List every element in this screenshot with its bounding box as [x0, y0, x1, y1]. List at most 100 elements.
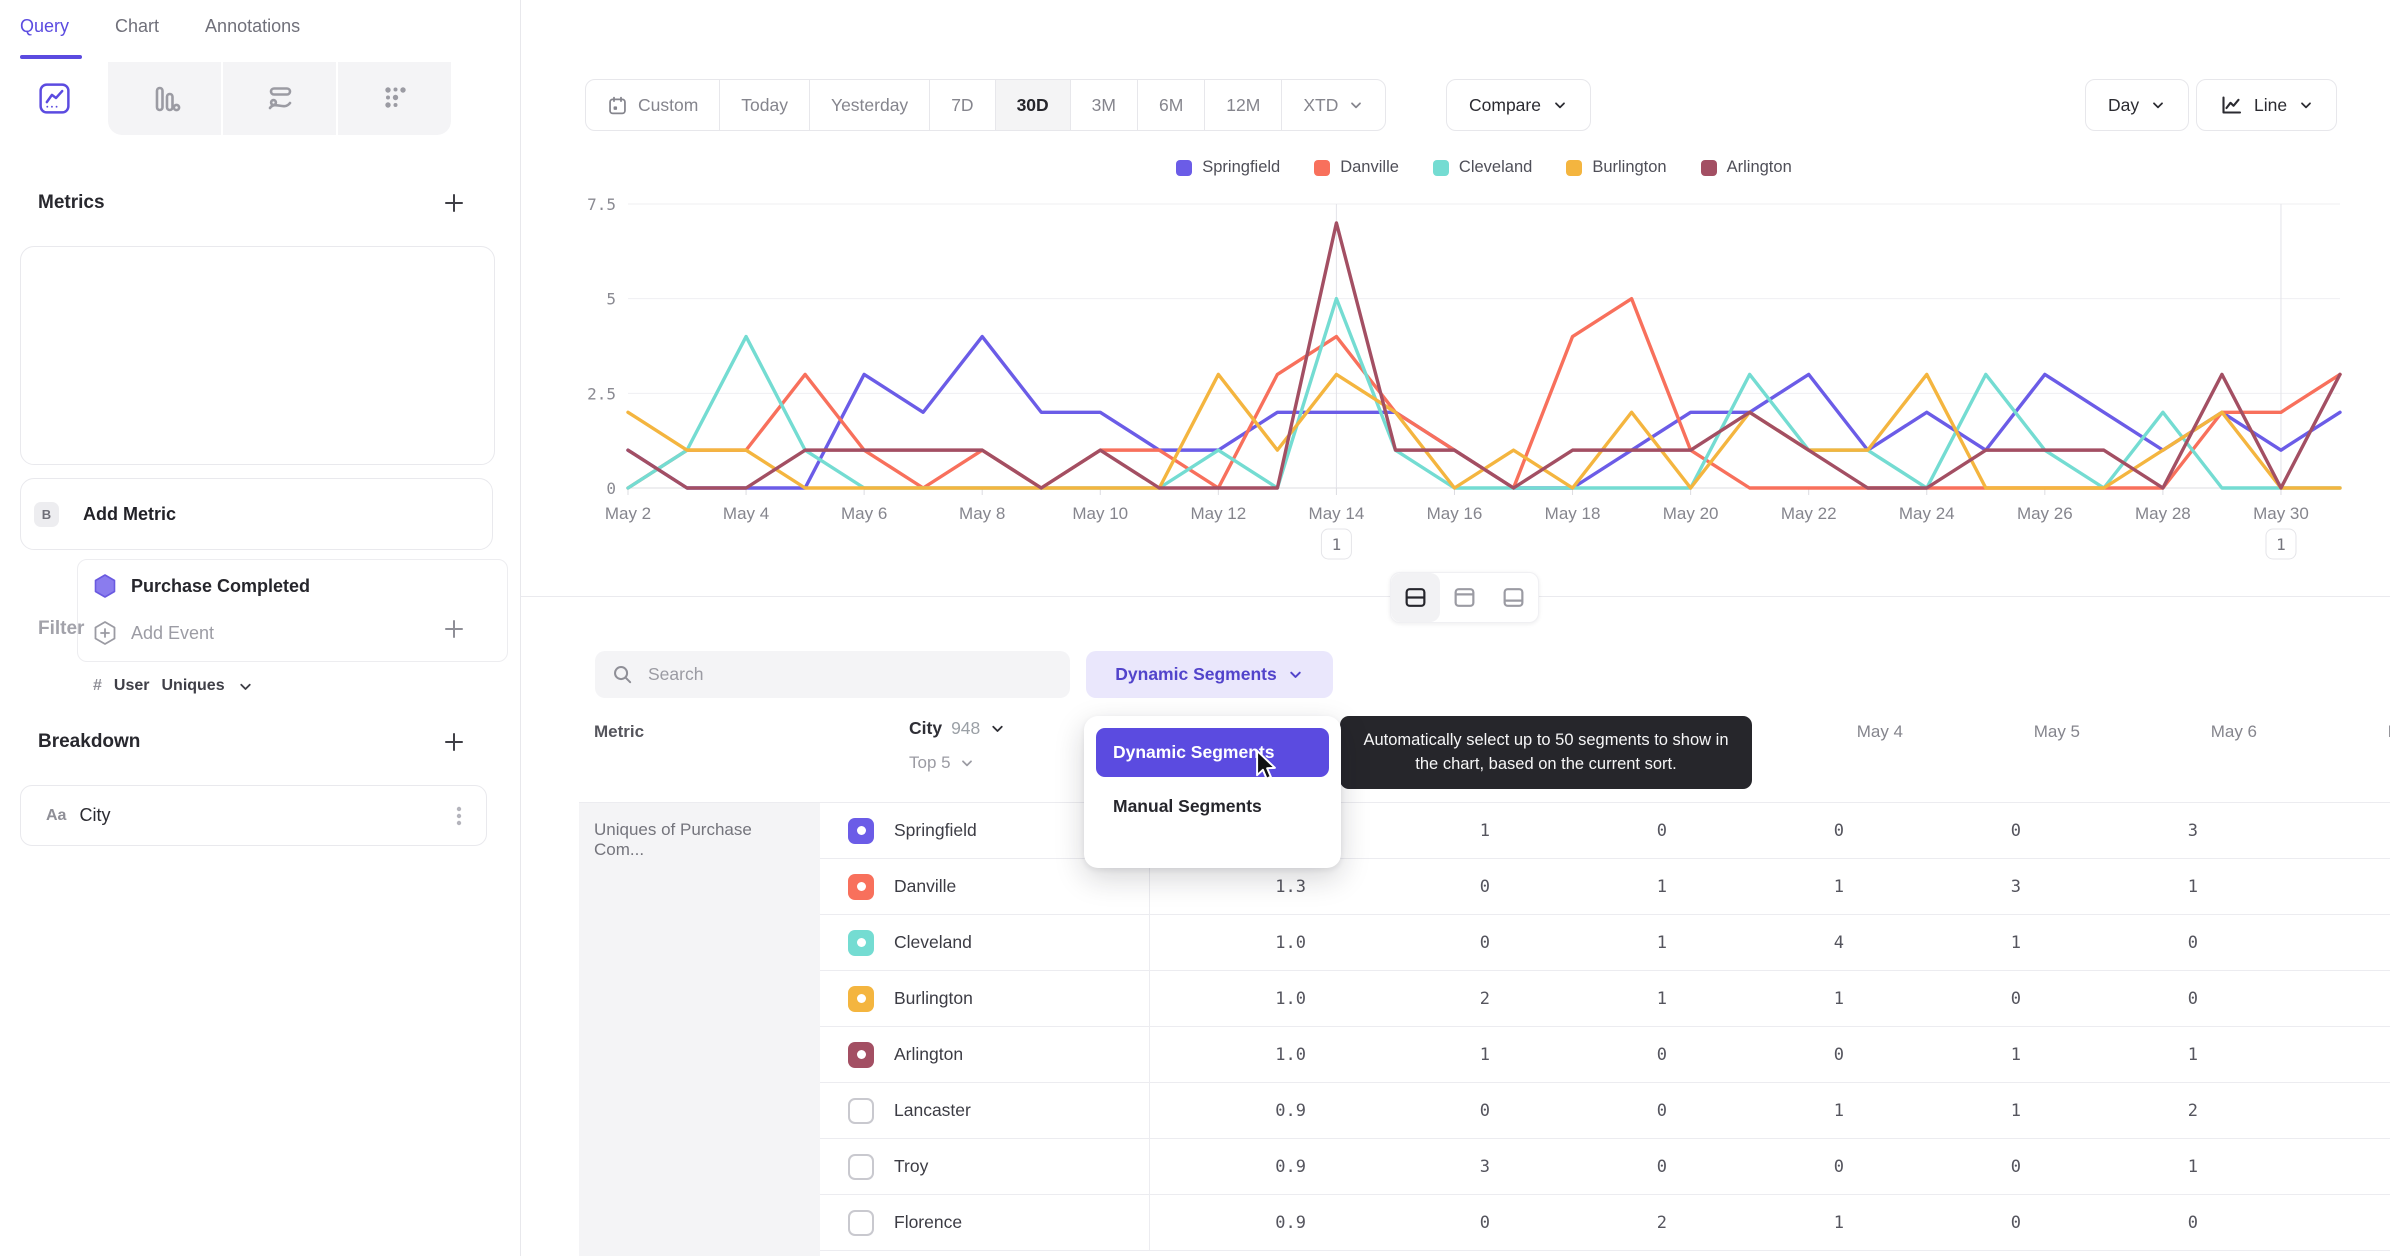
compare-label: Compare	[1469, 94, 1541, 115]
range-7d[interactable]: 7D	[929, 80, 994, 130]
tab-query[interactable]: Query	[20, 16, 70, 36]
search-input[interactable]	[646, 663, 1054, 686]
table-rows: Springfield1.510003Danville1.301131Cleve…	[820, 803, 2390, 1256]
range-3m[interactable]: 3M	[1069, 80, 1137, 130]
day-value: 1	[1833, 876, 1844, 897]
legend-item-springfield[interactable]: Springfield	[1176, 158, 1280, 177]
compare-button[interactable]: Compare	[1446, 79, 1591, 131]
chart-style-button[interactable]: Line	[2196, 79, 2338, 131]
range-12m[interactable]: 12M	[1204, 80, 1281, 130]
event-name: Purchase Completed	[131, 575, 311, 596]
segment-checkbox-unchecked[interactable]	[848, 1153, 874, 1180]
search-icon	[611, 663, 634, 686]
city-cell: Florence	[820, 1195, 1150, 1250]
chart-canvas[interactable]: 0 2.5 5 7.5 May 2 May 4 May 6 May 8 May 10 May 12…	[560, 195, 2390, 560]
range-label: 12M	[1226, 94, 1261, 115]
table-row-burlington: Burlington 1.0 2 1 1 0 0	[820, 971, 2390, 1027]
chart-type-bar-tab[interactable]	[108, 62, 221, 135]
range-30d[interactable]: 30D	[994, 80, 1070, 130]
layout-chart-top-button[interactable]	[1440, 573, 1489, 622]
measured-as-selector[interactable]: # User Uniques	[93, 677, 254, 695]
string-type-icon: Aa	[46, 806, 67, 824]
tab-annotations[interactable]: Annotations	[205, 16, 301, 36]
segment-checkbox-checked[interactable]	[848, 929, 874, 956]
segments-mode-button[interactable]: Dynamic Segments	[1086, 651, 1333, 698]
chart-type-scatter-tab[interactable]	[336, 62, 451, 135]
segment-checkbox-unchecked[interactable]	[848, 1097, 874, 1124]
series-line-arlington[interactable]	[626, 221, 2342, 490]
flow-chart-icon	[262, 81, 298, 117]
legend-item-danville[interactable]: Danville	[1314, 158, 1399, 177]
x-axis-label-may-4: May 4	[723, 504, 769, 523]
legend-label: Cleveland	[1458, 158, 1533, 176]
y-axis-tick-2.5: 2.5	[587, 384, 616, 403]
group-by-label[interactable]: City	[909, 718, 943, 738]
top-n-selector[interactable]: Top 5	[909, 753, 951, 772]
y-axis-tick-0: 0	[606, 479, 616, 498]
annotation-badge[interactable]	[1320, 528, 1352, 560]
add-event-row[interactable]: Add Event	[92, 613, 214, 653]
dropdown-item-dynamic-segments[interactable]: Dynamic Segments	[1096, 728, 1329, 777]
segment-checkbox-checked[interactable]	[848, 873, 874, 900]
segment-checkbox-checked[interactable]	[848, 817, 874, 844]
annotation-badge[interactable]	[2265, 528, 2297, 560]
breakdown-item-city[interactable]: Aa City	[20, 785, 487, 846]
chart-style-label: Line	[2254, 94, 2288, 115]
add-breakdown-plus-button[interactable]	[441, 729, 467, 755]
range-today[interactable]: Today	[719, 80, 809, 130]
measure-user-label: User	[113, 677, 150, 694]
metric-card-b-add-metric[interactable]: B Add Metric	[20, 478, 493, 550]
day-value: 1	[2187, 1044, 2198, 1065]
checkbox-dot	[856, 994, 866, 1003]
range-label: 3M	[1091, 94, 1116, 115]
average-value: 1.0	[1275, 988, 1306, 1009]
legend-item-arlington[interactable]: Arlington	[1700, 158, 1792, 177]
dropdown-item-manual-segments[interactable]: Manual Segments	[1113, 795, 1262, 816]
metric-card-a: A Uniques of Purchase Completed Purchase…	[20, 246, 508, 694]
segment-checkbox-checked[interactable]	[848, 985, 874, 1012]
segment-checkbox-unchecked[interactable]	[848, 1209, 874, 1236]
legend-label: Danville	[1340, 158, 1399, 176]
chevron-down-icon	[1555, 102, 1565, 109]
legend-item-burlington[interactable]: Burlington	[1566, 158, 1667, 177]
layout-split-button[interactable]	[1391, 573, 1440, 622]
range-xtd[interactable]: XTD	[1281, 80, 1385, 130]
column-header-metric: Metric	[594, 722, 645, 741]
segments-mode-label: Dynamic Segments	[1115, 664, 1277, 684]
line-chart: 0 2.5 5 7.5 May 2 May 4 May 6 May 8 May 10 May 12…	[560, 195, 2390, 560]
segment-name: Florence	[894, 1212, 963, 1232]
event-hexagon-icon	[92, 573, 118, 599]
range-yesterday[interactable]: Yesterday	[809, 80, 929, 130]
day-value: 0	[1656, 820, 1667, 841]
chevron-down-icon	[992, 725, 1003, 732]
range-6m[interactable]: 6M	[1136, 80, 1204, 130]
column-header-city: City 948 Top 5	[879, 700, 1209, 802]
chart-type-flow-tab[interactable]	[221, 62, 336, 135]
chart-legend: Springfield Danville Cleveland Burlington Ar…	[628, 158, 2340, 177]
x-axis-label-may-14: May 14	[1309, 504, 1365, 523]
legend-item-cleveland[interactable]: Cleveland	[1432, 158, 1533, 177]
calendar-icon	[609, 96, 626, 114]
event-row-purchase-completed[interactable]: Purchase Completed	[92, 566, 310, 606]
average-value: 1.0	[1275, 932, 1306, 953]
x-axis-label-may-20: May 20	[1663, 504, 1719, 523]
add-metric-plus-button[interactable]	[441, 190, 467, 216]
granularity-button[interactable]: Day	[2085, 79, 2190, 131]
day-value: 0	[2010, 820, 2021, 841]
city-cell: Danville	[820, 859, 1150, 914]
kebab-menu-icon[interactable]	[448, 803, 470, 829]
layout-table-bottom-button[interactable]	[1489, 573, 1538, 622]
tab-chart[interactable]: Chart	[115, 16, 160, 36]
x-axis-label-may-16: May 16	[1427, 504, 1483, 523]
city-cell: Springfield	[820, 803, 1150, 858]
segment-checkbox-checked[interactable]	[848, 1041, 874, 1068]
split-view-icon	[1405, 588, 1426, 607]
chevron-down-icon	[961, 760, 972, 767]
checkbox-dot	[856, 826, 866, 835]
add-filter-plus-button[interactable]	[441, 616, 467, 642]
chart-type-tabs	[0, 62, 453, 135]
chart-type-line-tab[interactable]	[0, 62, 108, 135]
day-value: 1	[1479, 820, 1490, 841]
range-custom[interactable]: Custom	[586, 80, 719, 130]
